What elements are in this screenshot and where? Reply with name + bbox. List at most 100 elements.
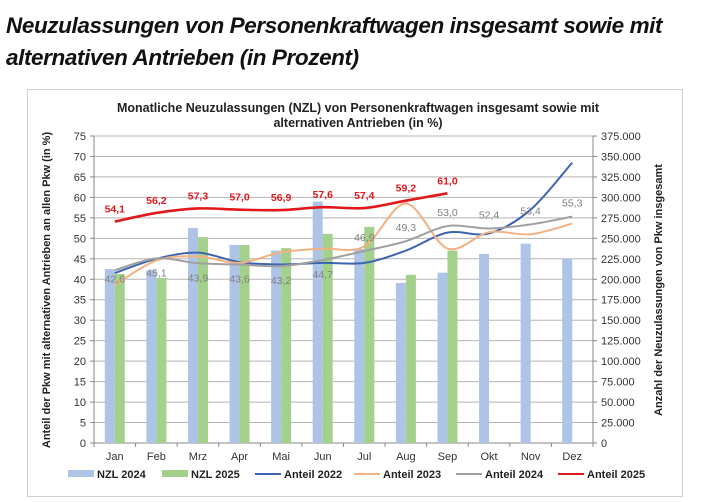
x-tick-label: Sep xyxy=(438,451,458,463)
data-label: 57,4 xyxy=(354,190,375,202)
x-tick-label: Dez xyxy=(562,451,582,463)
y-tick-label-left: 60 xyxy=(74,192,86,204)
gridlines xyxy=(93,135,594,444)
x-tick-label: Feb xyxy=(147,451,166,463)
y-tick-label-right: 75.000 xyxy=(601,377,635,389)
bar-nzl-2024 xyxy=(312,201,323,443)
data-label: 57,3 xyxy=(188,190,209,202)
data-label: 54,1 xyxy=(105,204,126,216)
line-anteil-2024 xyxy=(114,215,573,272)
y-tick-label-left: 5 xyxy=(80,418,86,430)
y-tick-label-left: 10 xyxy=(74,397,86,409)
bar-nzl-2025 xyxy=(364,226,375,443)
bar-nzl-2025 xyxy=(405,274,416,443)
data-label: 44,7 xyxy=(312,269,333,281)
bar-nzl-2025 xyxy=(281,248,292,443)
bar-nzl-2025 xyxy=(447,250,458,443)
x-tick-label: Jan xyxy=(106,451,124,463)
bar-nzl-2024 xyxy=(187,228,198,443)
y-tick-label-left: 25 xyxy=(74,336,86,348)
bar-nzl-2025 xyxy=(239,244,250,443)
x-tick-label: Apr xyxy=(231,451,248,463)
data-label: 57,0 xyxy=(229,192,250,204)
y-tick-label-left: 30 xyxy=(74,315,86,327)
y-tick-label-left: 0 xyxy=(80,438,86,450)
bar-nzl-2024 xyxy=(146,270,157,443)
bar-nzl-2024 xyxy=(562,258,573,443)
y-axis-right-label: Anzahl der Neuzulassungen von Pkw insges… xyxy=(653,164,665,416)
y-tick-label-right: 100.000 xyxy=(601,356,641,368)
page-headline: Neuzulassungen von Personenkraftwagen in… xyxy=(6,13,663,70)
x-axis-ticks: Jan Feb Mrz Apr Mai Jun Jul Aug Sep Okt Nov Dez xyxy=(93,443,594,463)
data-label: 55,3 xyxy=(562,198,583,210)
bar-nzl-2025 xyxy=(197,237,208,443)
legend-label: Anteil 2024 xyxy=(485,469,544,481)
x-tick-label: Jun xyxy=(314,451,332,463)
lines-group xyxy=(114,161,573,286)
y-tick-label-left: 55 xyxy=(74,213,86,225)
bar-nzl-2024 xyxy=(437,272,448,443)
y-tick-label-left: 75 xyxy=(74,131,86,143)
y-tick-label-left: 70 xyxy=(74,151,86,163)
y-tick-label-right: 200.000 xyxy=(601,274,641,286)
y-tick-label-right: 275.000 xyxy=(601,213,641,225)
legend-label: NZL 2025 xyxy=(191,469,240,481)
bar-nzl-2025 xyxy=(114,273,125,443)
x-tick-label: Mrz xyxy=(189,451,207,463)
legend: NZL 2024 NZL 2025 Anteil 2022 Anteil 2023 An… xyxy=(68,469,645,481)
y-axis-left-ticks: 0 5 10 15 20 25 30 35 40 45 50 55 60 65 70 75 xyxy=(74,131,94,450)
y-tick-label-left: 35 xyxy=(74,295,86,307)
bar-nzl-2024 xyxy=(479,253,490,443)
y-tick-label-right: 25.000 xyxy=(601,418,635,430)
data-label: 56,2 xyxy=(146,195,167,207)
bar-nzl-2024 xyxy=(520,243,531,443)
x-tick-label: Mai xyxy=(272,451,290,463)
bar-nzl-2024 xyxy=(104,269,115,443)
y-tick-label-left: 20 xyxy=(74,356,86,368)
x-tick-label: Jul xyxy=(357,451,371,463)
y-tick-label-left: 45 xyxy=(74,254,86,266)
line-anteil-2025 xyxy=(114,192,448,223)
data-label: 46,9 xyxy=(354,232,375,244)
legend-label: Anteil 2022 xyxy=(284,469,342,481)
x-tick-label: Aug xyxy=(396,451,416,463)
y-tick-label-right: 50.000 xyxy=(601,397,635,409)
x-tick-label: Nov xyxy=(521,451,541,463)
bar-nzl-2025 xyxy=(156,278,167,443)
y-tick-label-left: 40 xyxy=(74,274,86,286)
data-label: 59,2 xyxy=(396,183,417,195)
legend-label: Anteil 2025 xyxy=(587,469,645,481)
y-tick-label-right: 0 xyxy=(601,438,607,450)
data-label: 43,2 xyxy=(271,275,292,287)
bar-nzl-2024 xyxy=(354,248,365,443)
line-anteil-2023 xyxy=(114,202,573,286)
chart-title-line1: Monatliche Neuzulassungen (NZL) von Pers… xyxy=(117,101,600,115)
chart-frame: Monatliche Neuzulassungen (NZL) von Pers… xyxy=(27,89,683,497)
y-tick-label-right: 375.000 xyxy=(601,131,641,143)
y-axis-left-label: Anteil der Pkw mit alternativen Antriebe… xyxy=(41,132,53,449)
data-label: 53,4 xyxy=(520,205,541,217)
bar-nzl-2025 xyxy=(322,233,333,443)
data-label: 45,1 xyxy=(146,267,167,279)
chart-title-line2: alternativen Antrieben (in %) xyxy=(273,116,442,130)
y-tick-label-right: 300.000 xyxy=(601,192,641,204)
data-label: 43,6 xyxy=(229,274,250,286)
data-label: 53,0 xyxy=(437,207,458,219)
data-labels-group: 42,6 45,1 43,9 43,6 43,2 44,7 46,9 49,3 53,0 52,4… xyxy=(105,175,583,287)
bar-nzl-2024 xyxy=(229,244,240,443)
bar-nzl-2024 xyxy=(395,282,406,443)
data-label: 43,9 xyxy=(188,272,209,284)
bars-group xyxy=(104,201,573,443)
y-tick-label-left: 15 xyxy=(74,377,86,389)
legend-label: Anteil 2023 xyxy=(383,469,441,481)
data-label: 49,3 xyxy=(396,222,417,234)
y-tick-label-right: 325.000 xyxy=(601,172,641,184)
y-axis-right-ticks: 0 25.000 50.000 75.000 100.000 125.000 150.000… xyxy=(593,131,641,450)
y-tick-label-right: 150.000 xyxy=(601,315,641,327)
y-tick-label-left: 65 xyxy=(74,172,86,184)
y-tick-label-right: 350.000 xyxy=(601,151,641,163)
y-tick-label-left: 50 xyxy=(74,233,86,245)
data-label: 61,0 xyxy=(437,175,458,187)
y-tick-label-right: 225.000 xyxy=(601,254,641,266)
bar-nzl-2024 xyxy=(271,250,282,443)
